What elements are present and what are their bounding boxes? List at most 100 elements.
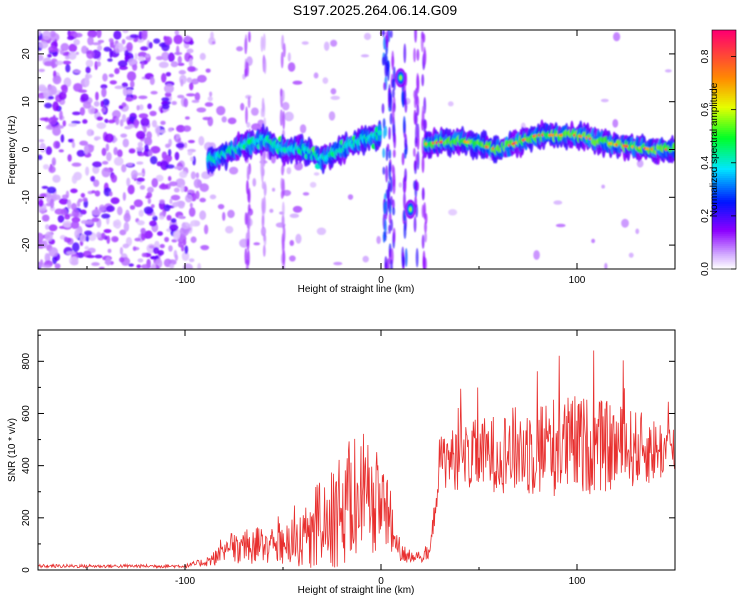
colorbar-cell — [712, 175, 736, 178]
noise-speckle — [158, 215, 165, 220]
noise-speckle — [70, 220, 80, 230]
noise-speckle — [91, 208, 102, 216]
streak-blob — [389, 112, 393, 125]
noise-speckle — [55, 60, 64, 66]
noise-speckle — [74, 228, 80, 239]
colorbar-cell — [712, 143, 736, 147]
spectrogram-x-tick-label: -100 — [175, 275, 195, 286]
noise-speckle — [71, 162, 82, 167]
noise-speckle — [158, 183, 169, 190]
noise-speckle — [330, 88, 337, 95]
colorbar-cell — [712, 123, 736, 127]
colorbar-cell — [712, 207, 736, 210]
colorbar-cell — [712, 173, 736, 176]
noise-speckle — [107, 248, 112, 254]
noise-speckle — [188, 58, 193, 68]
noise-speckle — [38, 68, 45, 73]
noise-speckle — [555, 223, 566, 228]
colorbar-cell — [712, 51, 736, 55]
noise-speckle — [225, 225, 234, 234]
colorbar-cell — [712, 63, 736, 67]
noise-speckle — [148, 150, 153, 157]
colorbar-cell — [712, 71, 736, 75]
streak-blob — [381, 103, 385, 114]
noise-speckle — [44, 252, 50, 263]
streak-blob — [416, 125, 420, 139]
noise-speckle — [170, 61, 179, 68]
colorbar-cell — [712, 57, 736, 61]
noise-speckle — [182, 263, 193, 269]
noise-speckle — [73, 32, 83, 38]
noise-speckle — [216, 105, 226, 116]
colorbar-cell — [712, 91, 736, 95]
snr-series-line — [38, 350, 675, 569]
snr-y-axis-label: SNR (10 * v/v) — [7, 418, 18, 482]
streak-blob — [282, 110, 286, 130]
noise-speckle — [621, 218, 629, 228]
colorbar-cell — [712, 141, 736, 145]
streak-blob — [246, 238, 250, 251]
noise-speckle — [122, 30, 129, 34]
noise-speckle — [180, 78, 184, 87]
noise-speckle — [161, 151, 167, 160]
streak-blob — [387, 186, 390, 203]
noise-speckle — [123, 221, 130, 232]
noise-speckle — [141, 252, 147, 258]
colorbar-cell — [712, 55, 736, 59]
noise-speckle — [104, 260, 111, 265]
colorbar-cell — [712, 253, 736, 256]
colorbar-cell — [712, 105, 736, 109]
noise-speckle — [164, 36, 173, 46]
noise-speckle — [57, 215, 65, 223]
streak-blob — [385, 146, 389, 161]
streak-blob — [383, 201, 387, 215]
noise-speckle — [87, 36, 94, 46]
noise-speckle — [147, 186, 154, 193]
noise-speckle — [186, 93, 196, 97]
noise-speckle — [398, 182, 403, 188]
noise-speckle — [75, 51, 80, 55]
noise-speckle — [227, 117, 237, 125]
streak-blob — [404, 133, 408, 150]
streak-blob — [281, 201, 285, 218]
colorbar-cell — [712, 179, 736, 182]
noise-speckle — [207, 96, 213, 102]
streak-blob — [382, 231, 386, 243]
noise-speckle — [48, 165, 56, 174]
noise-speckle — [68, 138, 73, 143]
noise-speckle — [178, 241, 183, 248]
noise-speckle — [143, 125, 147, 134]
noise-speckle — [137, 258, 144, 263]
streak-blob — [261, 215, 265, 229]
streak-blob — [413, 89, 417, 100]
colorbar-tick-label: 0.8 — [700, 49, 711, 63]
noise-speckle — [299, 124, 307, 134]
noise-speckle — [85, 235, 90, 242]
noise-speckle — [38, 139, 45, 143]
noise-speckle — [87, 30, 98, 38]
noise-speckle — [125, 236, 133, 247]
noise-speckle — [169, 263, 175, 269]
colorbar-cell — [712, 259, 736, 262]
colorbar-cell — [712, 131, 736, 135]
colorbar-cell — [712, 61, 736, 65]
noise-speckle — [175, 45, 180, 56]
noise-speckle — [45, 146, 53, 156]
noise-speckle — [183, 35, 191, 42]
noise-speckle — [48, 116, 58, 126]
colorbar-cell — [712, 247, 736, 250]
noise-speckle — [51, 157, 57, 166]
noise-speckle — [628, 252, 634, 258]
noise-speckle — [130, 169, 138, 179]
colorbar-cell — [712, 249, 736, 252]
noise-speckle — [251, 107, 259, 116]
noise-speckle — [189, 82, 194, 91]
streak-blob — [403, 191, 406, 210]
noise-speckle — [146, 191, 153, 199]
noise-speckle — [168, 245, 173, 252]
colorbar-cell — [712, 93, 736, 97]
colorbar-cell — [712, 53, 736, 57]
noise-speckle — [253, 242, 261, 246]
noise-speckle — [62, 120, 67, 127]
